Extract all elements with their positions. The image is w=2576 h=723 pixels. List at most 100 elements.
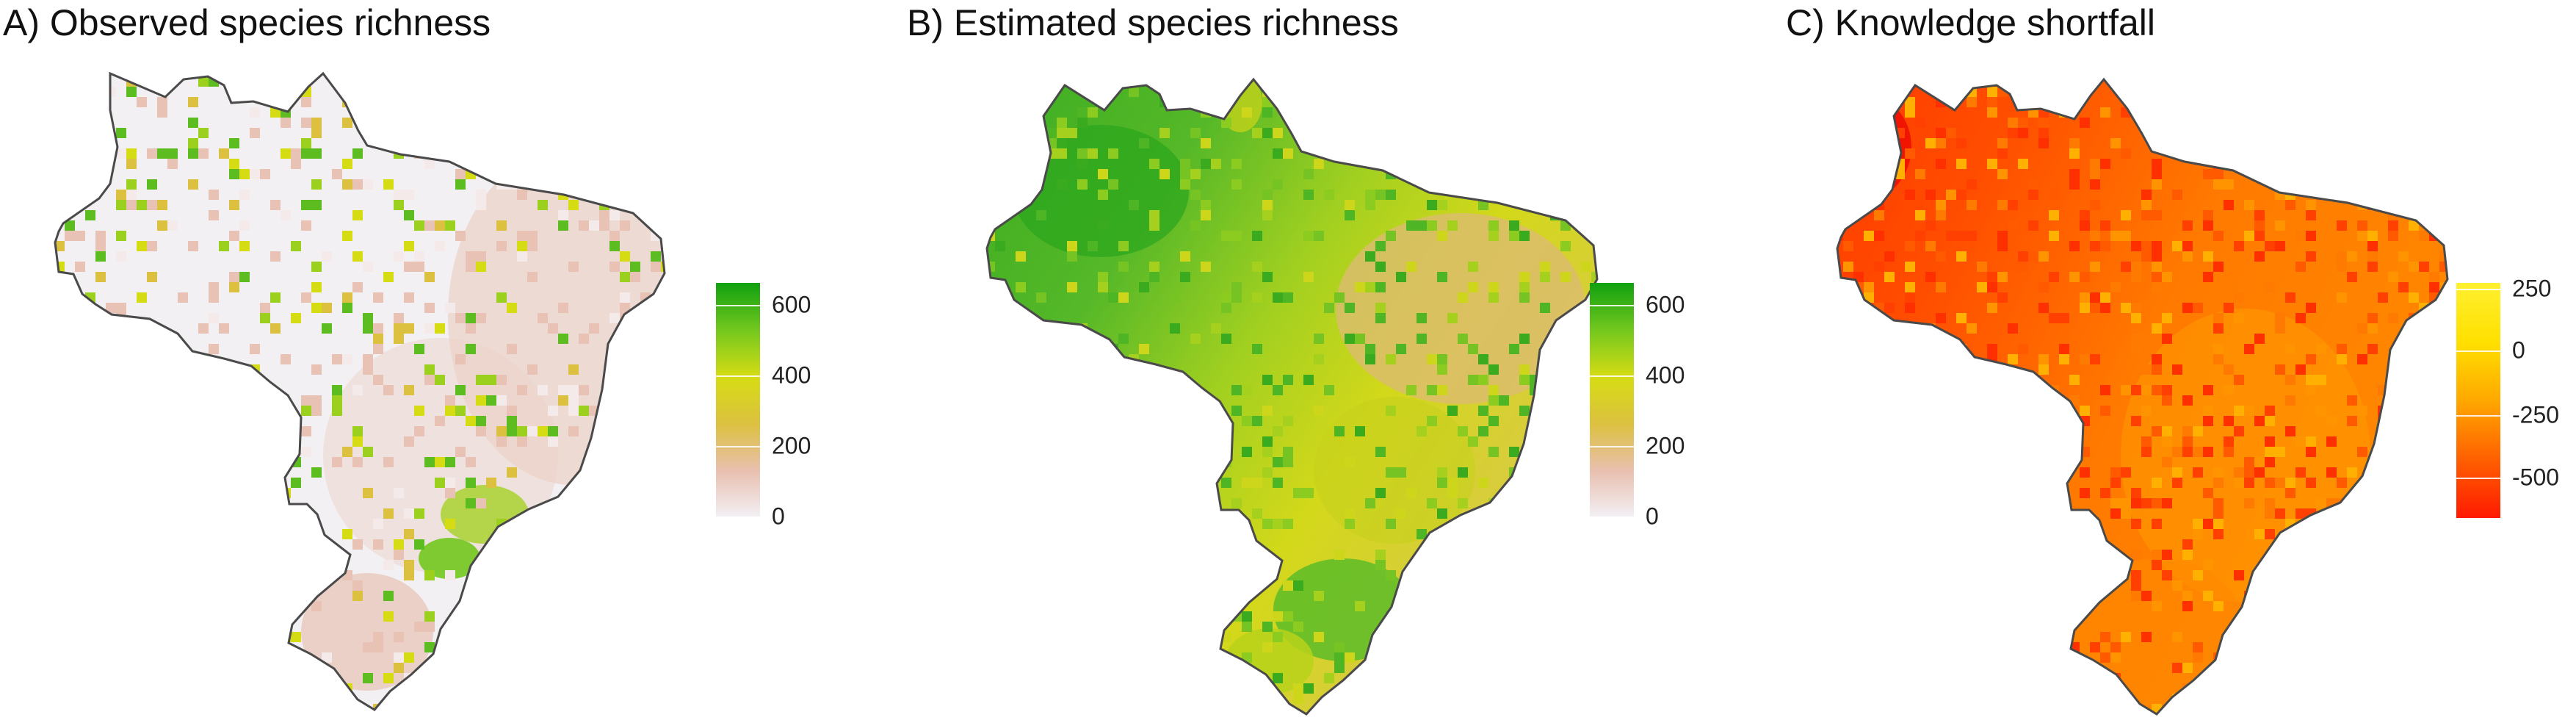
map-cell [239,272,250,282]
map-cell [1211,508,1221,519]
map-cell [2347,694,2357,704]
map-cell [964,560,974,570]
map-cell [167,683,178,694]
map-cell [1159,406,1170,416]
map-cell [1365,498,1375,508]
map-cell [2409,292,2419,303]
map-cell [902,508,913,519]
map-cell [250,601,260,611]
map-cell [1159,169,1170,179]
map-cell [1987,683,1997,694]
map-cell [609,622,620,632]
map-cell [671,323,681,334]
map-cell [661,560,665,570]
map-cell [1190,714,1201,723]
map-cell [923,632,933,642]
map-cell [270,251,281,262]
map-cell [2008,262,2018,272]
map-cell [640,138,651,148]
map-cell [1946,426,1956,436]
map-cell [1967,395,1977,406]
map-cell [2450,611,2460,622]
map-cell [1098,683,1108,694]
map-cell [2367,262,2378,272]
map-cell [2049,642,2059,652]
map-cell [1997,292,2008,303]
map-cell [2038,632,2049,642]
map-cell [1823,292,1833,303]
map-cell [1262,210,1273,220]
map-cell [2244,231,2254,241]
map-cell [2409,190,2419,200]
map-cell [1170,375,1180,385]
map-cell [95,251,106,262]
map-cell [702,622,712,632]
map-cell [2388,169,2398,179]
map-cell [1324,303,1334,313]
map-cell [106,406,116,416]
map-cell [2347,118,2357,128]
map-cell [568,364,579,375]
map-cell [517,87,527,97]
map-cell [424,323,435,334]
map-cell [599,663,609,673]
map-cell [2409,467,2419,478]
map-cell [692,436,702,447]
map-cell [2038,570,2049,580]
map-cell [1478,478,1488,488]
map-cell [188,591,198,601]
map-cell [933,364,944,375]
map-cell [1915,210,1925,220]
panel-title: A) Observed species richness [3,2,491,43]
map-cell [2110,652,2121,663]
map-cell [2337,683,2347,694]
map-cell [692,447,702,457]
map-cell [1509,601,1519,611]
map-cell [2141,364,2152,375]
map-cell [2295,508,2306,519]
map-cell [1837,210,1843,220]
map-cell [445,704,455,710]
map-cell [1324,673,1334,683]
map-cell [1884,118,1895,128]
map-cell [1016,364,1026,375]
map-cell [1956,704,1967,714]
map-cell [2193,642,2203,652]
map-cell [1427,87,1437,97]
map-cell [1812,570,1823,580]
map-cell [671,148,681,159]
map-cell [2409,436,2419,447]
map-cell [455,148,466,159]
map-cell [147,241,157,251]
map-cell [311,529,322,539]
map-cell [1201,79,1211,87]
map-cell [2008,395,2018,406]
map-cell [1273,292,1283,303]
map-cell [1802,323,1812,334]
map-cell [2080,529,2090,539]
map-cell [2018,87,2028,97]
map-cell [2378,539,2388,550]
map-cell [1530,416,1540,426]
map-cell [2419,231,2429,241]
map-cell [1345,652,1355,663]
map-cell [1761,66,1771,76]
map-cell [2213,498,2224,508]
map-cell [1447,313,1458,323]
legend-tick-label: -250 [2512,401,2560,428]
map-cell [137,334,147,344]
map-cell [1987,97,1997,107]
map-cell [568,200,579,210]
map-cell [2275,179,2285,190]
map-cell [640,344,651,354]
map-cell [2028,190,2038,200]
map-cell [44,179,54,190]
map-cell [1925,519,1936,529]
map-cell [1864,550,1874,560]
map-cell [1771,406,1781,416]
map-cell [1823,457,1833,467]
map-cell [1067,282,1077,292]
map-cell [1837,488,1843,498]
map-cell [1864,87,1874,97]
map-cell [1170,323,1180,334]
